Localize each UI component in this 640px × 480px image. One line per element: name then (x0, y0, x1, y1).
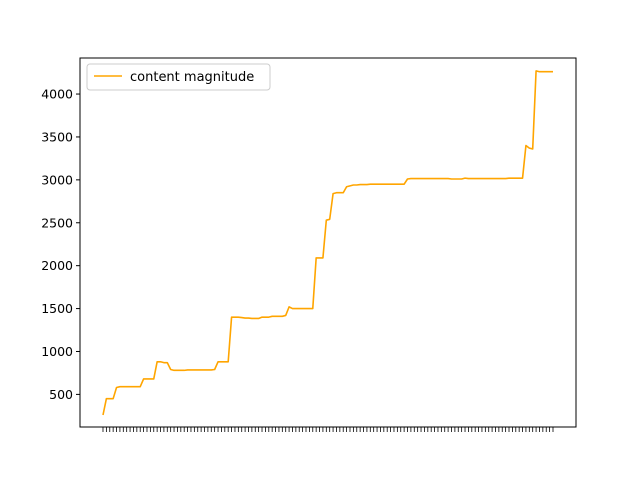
y-tick-label: 1000 (41, 344, 73, 359)
y-tick-label: 4000 (41, 87, 73, 102)
legend-box (86, 63, 271, 91)
y-tick-label: 2000 (41, 258, 73, 273)
y-tick-label: 2500 (41, 215, 73, 230)
legend-label: content magnitude (130, 70, 254, 85)
y-tick-label: 3500 (41, 129, 73, 144)
legend: content magnitude (86, 63, 271, 91)
y-axis-ticks: 500 1000 1500 2000 2500 3000 3500 4000 (41, 87, 80, 402)
plot-area-frame (79, 57, 577, 428)
y-tick-label: 1500 (41, 301, 73, 316)
y-tick-label: 3000 (41, 172, 73, 187)
series-line-content-magnitude (102, 70, 553, 416)
x-axis-ticks (102, 427, 554, 432)
y-tick-label: 500 (49, 387, 73, 402)
